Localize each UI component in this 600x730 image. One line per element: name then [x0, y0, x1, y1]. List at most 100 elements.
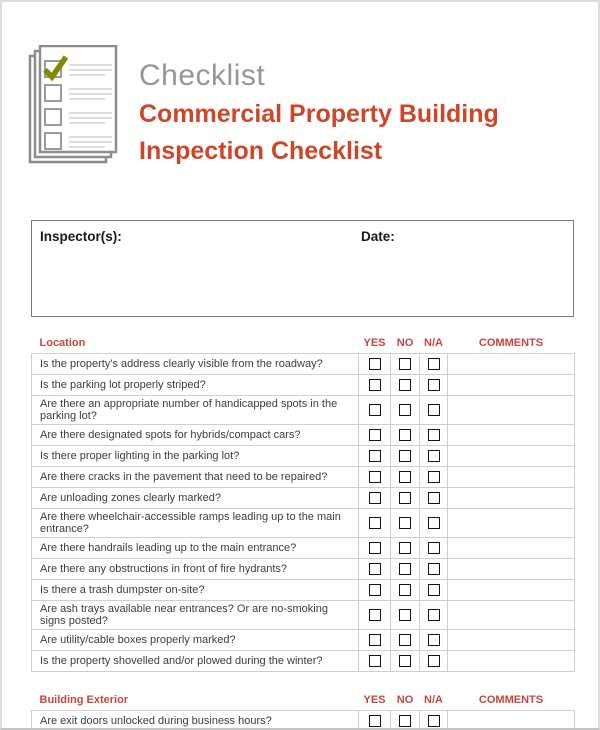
na-checkbox[interactable] [427, 450, 440, 463]
yes-checkbox[interactable] [368, 450, 381, 463]
yes-cell [358, 600, 391, 630]
comments-cell [447, 487, 575, 509]
yes-cell [358, 710, 391, 728]
no-checkbox[interactable] [399, 517, 411, 530]
table-row: Are there handrails leading up to the ma… [31, 537, 575, 559]
na-checkbox[interactable] [427, 584, 440, 597]
page-title-line2: Inspection Checklist [139, 137, 383, 165]
table-header-row: Building Exterior YES NO N/A COMMENTS [31, 692, 575, 711]
yes-checkbox[interactable] [368, 542, 381, 555]
na-cell [419, 395, 448, 425]
no-checkbox[interactable] [399, 715, 411, 728]
yes-checkbox[interactable] [368, 379, 381, 392]
question-text: Are utility/cable boxes properly marked? [31, 629, 359, 651]
yes-cell [358, 395, 391, 425]
no-checkbox[interactable] [399, 429, 411, 442]
comments-cell [447, 508, 575, 538]
no-cell [390, 650, 420, 672]
no-cell [390, 558, 420, 580]
no-checkbox[interactable] [399, 471, 411, 484]
table-row: Is the property's address clearly visibl… [31, 353, 575, 375]
na-checkbox[interactable] [427, 358, 440, 371]
na-checkbox[interactable] [427, 655, 440, 668]
na-cell [419, 487, 448, 509]
comments-cell [447, 579, 575, 601]
check-mark-icon [43, 55, 69, 82]
table-row: Are there wheelchair-accessible ramps le… [31, 508, 575, 538]
na-checkbox[interactable] [427, 471, 440, 484]
table-row: Are there any obstructions in front of f… [31, 558, 575, 580]
col-comments: COMMENTS [447, 692, 575, 711]
no-cell [390, 579, 420, 601]
na-cell [419, 424, 448, 446]
na-checkbox[interactable] [427, 563, 440, 576]
na-checkbox[interactable] [427, 542, 440, 555]
comments-cell [447, 537, 575, 559]
yes-cell [358, 353, 391, 375]
na-checkbox[interactable] [427, 492, 440, 505]
na-cell [419, 579, 448, 601]
no-cell [390, 466, 420, 488]
na-checkbox[interactable] [427, 429, 440, 442]
yes-cell [358, 508, 391, 538]
no-checkbox[interactable] [399, 584, 411, 597]
no-checkbox[interactable] [399, 634, 411, 647]
question-text: Is the parking lot properly striped? [31, 374, 359, 396]
yes-checkbox[interactable] [368, 492, 381, 505]
col-comments: COMMENTS [447, 335, 575, 354]
no-checkbox[interactable] [399, 450, 411, 463]
yes-cell [358, 650, 391, 672]
no-cell [390, 487, 420, 509]
col-yes: YES [358, 692, 391, 711]
na-checkbox[interactable] [427, 634, 440, 647]
na-checkbox[interactable] [427, 715, 440, 728]
na-checkbox[interactable] [427, 379, 440, 392]
comments-cell [447, 424, 575, 446]
comments-cell [447, 650, 575, 672]
no-checkbox[interactable] [399, 609, 411, 622]
no-checkbox[interactable] [399, 492, 411, 505]
no-checkbox[interactable] [399, 404, 411, 417]
col-na: N/A [419, 335, 448, 354]
no-checkbox[interactable] [399, 655, 411, 668]
na-cell [419, 466, 448, 488]
no-checkbox[interactable] [399, 358, 411, 371]
yes-checkbox[interactable] [368, 584, 381, 597]
na-checkbox[interactable] [427, 609, 440, 622]
yes-checkbox[interactable] [368, 563, 381, 576]
yes-checkbox[interactable] [368, 715, 381, 728]
yes-checkbox[interactable] [368, 655, 381, 668]
na-cell [419, 508, 448, 538]
na-checkbox[interactable] [427, 517, 440, 530]
no-cell [390, 445, 420, 467]
yes-checkbox[interactable] [368, 358, 381, 371]
question-text: Are there any obstructions in front of f… [31, 558, 359, 580]
yes-checkbox[interactable] [368, 517, 381, 530]
table-row: Are there cracks in the pavement that ne… [31, 466, 575, 488]
yes-cell [358, 558, 391, 580]
brand-label: Checklist [139, 59, 266, 92]
col-no: NO [390, 692, 420, 711]
yes-checkbox[interactable] [368, 429, 381, 442]
comments-cell [447, 710, 575, 728]
na-checkbox[interactable] [427, 404, 440, 417]
comments-cell [447, 374, 575, 396]
yes-checkbox[interactable] [368, 471, 381, 484]
yes-checkbox[interactable] [368, 634, 381, 647]
page-title: Commercial Property Building Inspection C… [139, 96, 499, 170]
comments-cell [447, 445, 575, 467]
question-text: Are exit doors unlocked during business … [31, 710, 359, 728]
yes-checkbox[interactable] [368, 404, 381, 417]
no-checkbox[interactable] [399, 542, 411, 555]
yes-checkbox[interactable] [368, 609, 381, 622]
table-row: Are there designated spots for hybrids/c… [31, 424, 575, 446]
question-text: Are unloading zones clearly marked? [31, 487, 359, 509]
no-checkbox[interactable] [399, 379, 411, 392]
comments-cell [447, 600, 575, 630]
yes-cell [358, 487, 391, 509]
comments-cell [447, 629, 575, 651]
no-cell [390, 600, 420, 630]
checklist-pages-icon [24, 44, 119, 165]
no-checkbox[interactable] [399, 563, 411, 576]
